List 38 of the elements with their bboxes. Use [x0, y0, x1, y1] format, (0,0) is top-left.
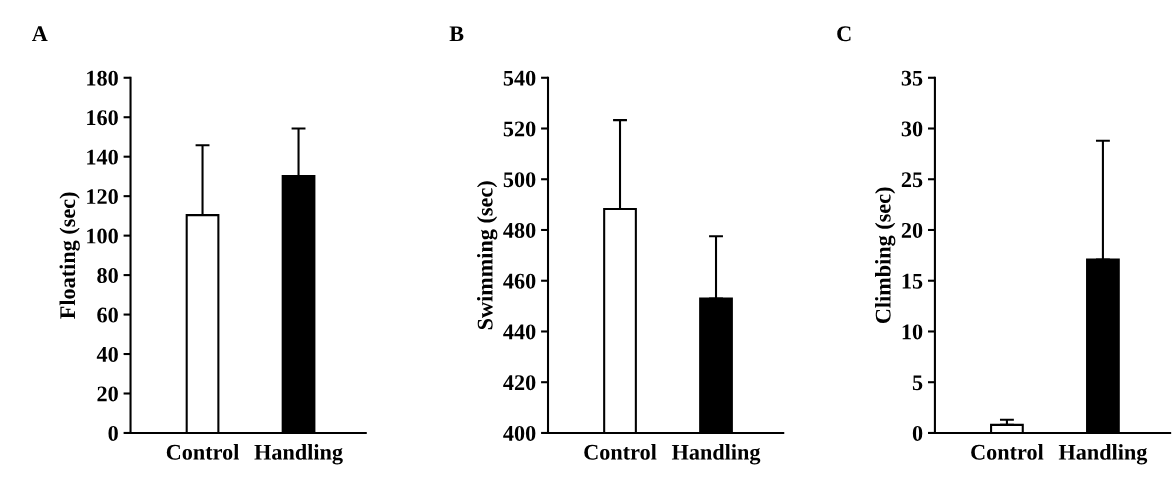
- x-tick-label: Handling: [1058, 444, 1148, 465]
- y-tick-label: 180: [87, 70, 118, 86]
- y-tick-label: 15: [902, 273, 923, 289]
- y-tick-label: 5: [912, 375, 923, 391]
- y-tick-label: 40: [96, 346, 118, 362]
- y-tick-label: 0: [912, 425, 923, 441]
- y-tick-label: 120: [87, 189, 118, 205]
- y-tick-label: 420: [503, 375, 536, 391]
- x-tick-label: Control: [584, 444, 657, 460]
- y-tick-label: 100: [87, 228, 118, 244]
- y-tick-label: 160: [87, 110, 118, 126]
- x-tick-label: Control: [166, 444, 239, 460]
- x-tick-label: Control: [971, 444, 1044, 460]
- y-tick-label: 35: [901, 70, 923, 86]
- y-tick-label: 30: [901, 121, 923, 137]
- x-tick-label: Handling: [254, 444, 343, 465]
- y-tick-label: 440: [503, 324, 536, 340]
- y-tick-label: 60: [97, 307, 118, 323]
- chart-title: A: [31, 26, 48, 42]
- y-tick-label: 20: [901, 222, 923, 238]
- y-tick-label: 25: [901, 172, 923, 188]
- y-tick-label: 140: [87, 149, 118, 165]
- y-tick-label: 540: [503, 70, 536, 86]
- y-tick-label: 10: [902, 324, 923, 340]
- y-tick-label: 460: [503, 273, 536, 289]
- chart-title: B: [449, 26, 464, 42]
- y-axis-title: Floating (sec): [59, 192, 80, 319]
- x-tick-label: Handling: [671, 444, 761, 465]
- y-tick-label: 500: [503, 172, 536, 188]
- y-axis-title: Climbing (sec): [875, 187, 896, 324]
- y-tick-label: 400: [503, 425, 536, 441]
- y-tick-label: 20: [97, 386, 118, 402]
- y-tick-label: 80: [97, 268, 118, 284]
- y-axis-title: Swimming (sec): [477, 181, 498, 330]
- chart-title: C: [837, 26, 851, 42]
- y-tick-label: 520: [503, 121, 536, 137]
- y-tick-label: 0: [108, 425, 118, 441]
- y-tick-label: 480: [503, 222, 536, 238]
